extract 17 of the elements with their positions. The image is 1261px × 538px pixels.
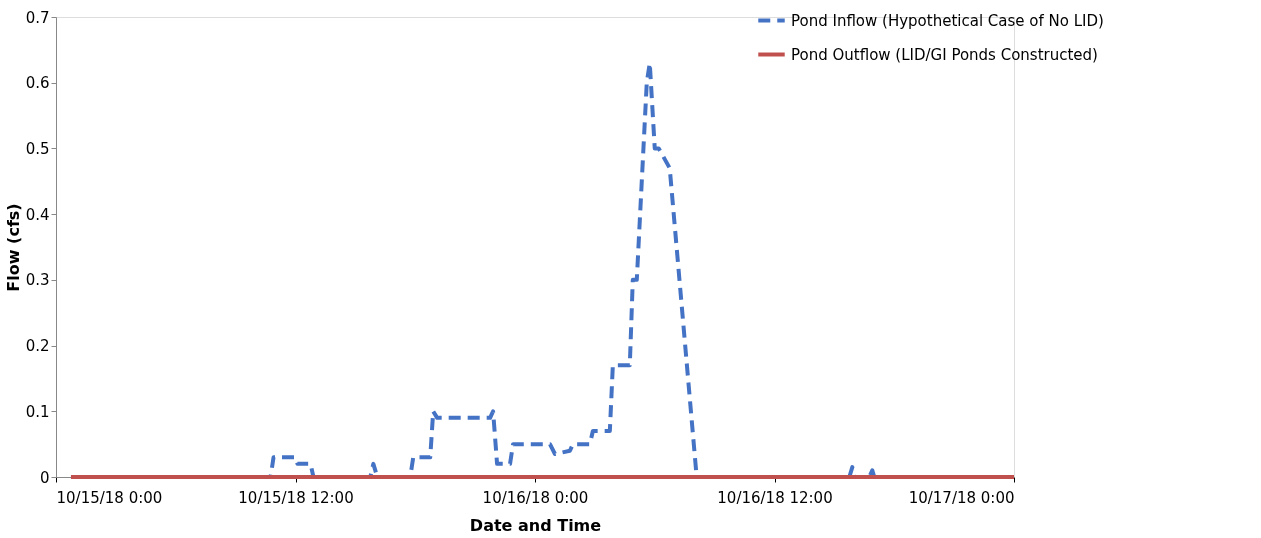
legend-label: Pond Inflow (Hypothetical Case of No LID) xyxy=(791,11,1104,30)
y-axis-title: Flow (cfs) xyxy=(3,203,23,292)
y-tick-label: 0 xyxy=(39,468,50,487)
y-tick-label: 0.7 xyxy=(25,8,50,27)
x-axis-title: Date and Time xyxy=(469,515,602,535)
y-tick-label: 0.6 xyxy=(25,74,50,93)
x-tick-label: 10/15/18 0:00 xyxy=(56,488,163,507)
y-tick-label: 0.5 xyxy=(25,139,50,158)
x-tick-label: 10/17/18 0:00 xyxy=(908,488,1015,507)
y-tick-label: 0.4 xyxy=(25,205,50,224)
legend-label: Pond Outflow (LID/GI Ponds Constructed) xyxy=(791,45,1098,64)
x-tick-label: 10/16/18 12:00 xyxy=(717,488,833,507)
x-tick-label: 10/15/18 12:00 xyxy=(238,488,354,507)
y-tick-label: 0.2 xyxy=(25,337,50,356)
x-tick-label: 10/16/18 0:00 xyxy=(482,488,589,507)
y-tick-label: 0.1 xyxy=(25,402,50,421)
y-tick-label: 0.3 xyxy=(25,271,50,290)
